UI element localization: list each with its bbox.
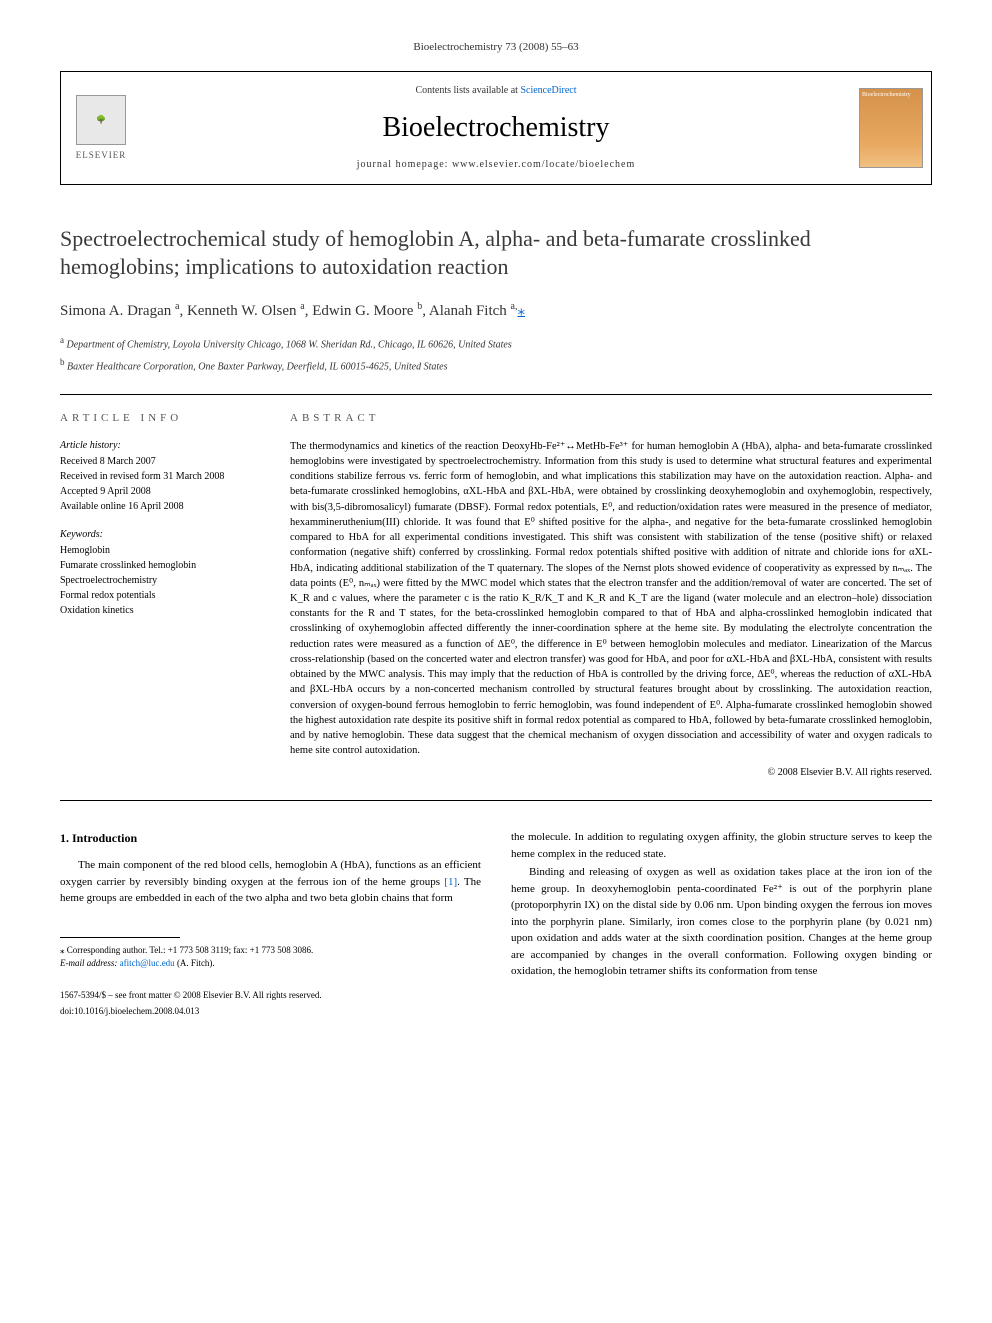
- sciencedirect-link[interactable]: ScienceDirect: [520, 85, 576, 96]
- keyword-item: Formal redox potentials: [60, 589, 260, 603]
- email-footnote: E-mail address: afitch@luc.edu (A. Fitch…: [60, 957, 481, 970]
- abstract-copyright: © 2008 Elsevier B.V. All rights reserved…: [290, 766, 932, 780]
- email-link[interactable]: afitch@luc.edu: [120, 958, 175, 968]
- history-item: Available online 16 April 2008: [60, 500, 260, 514]
- contents-list-line: Contents lists available at ScienceDirec…: [153, 84, 839, 98]
- header-center: Contents lists available at ScienceDirec…: [141, 72, 851, 183]
- doi-line: doi:10.1016/j.bioelechem.2008.04.013: [60, 1005, 481, 1019]
- affiliation: b Baxter Healthcare Corporation, One Bax…: [60, 356, 932, 374]
- keyword-item: Fumarate crosslinked hemoglobin: [60, 559, 260, 573]
- elsevier-logo-block: 🌳 ELSEVIER: [61, 72, 141, 183]
- abstract-column: ABSTRACT The thermodynamics and kinetics…: [290, 411, 932, 780]
- body-column-left: 1. Introduction The main component of th…: [60, 829, 481, 1018]
- authors-line: Simona A. Dragan a, Kenneth W. Olsen a, …: [60, 300, 932, 322]
- journal-name: Bioelectrochemistry: [153, 108, 839, 147]
- homepage-prefix: journal homepage:: [357, 159, 452, 170]
- body-column-right: the molecule. In addition to regulating …: [511, 829, 932, 1018]
- history-item: Received 8 March 2007: [60, 455, 260, 469]
- keywords-label: Keywords:: [60, 528, 260, 542]
- issn-line: 1567-5394/$ – see front matter © 2008 El…: [60, 989, 481, 1003]
- article-title: Spectroelectrochemical study of hemoglob…: [60, 225, 932, 282]
- abstract-text: The thermodynamics and kinetics of the r…: [290, 439, 932, 759]
- article-info-heading: ARTICLE INFO: [60, 411, 260, 426]
- contents-prefix: Contents lists available at: [415, 85, 520, 96]
- body-columns: 1. Introduction The main component of th…: [60, 829, 932, 1018]
- section-1-heading: 1. Introduction: [60, 829, 481, 847]
- corresponding-footnote: ⁎ Corresponding author. Tel.: +1 773 508…: [60, 944, 481, 957]
- authors-names: Simona A. Dragan a, Kenneth W. Olsen a, …: [60, 303, 518, 319]
- abstract-heading: ABSTRACT: [290, 411, 932, 426]
- email-suffix: (A. Fitch).: [177, 958, 215, 968]
- history-label: Article history:: [60, 439, 260, 453]
- body-paragraph: Binding and releasing of oxygen as well …: [511, 864, 932, 980]
- ref-link-1[interactable]: [1]: [444, 876, 457, 888]
- journal-header-box: 🌳 ELSEVIER Contents lists available at S…: [60, 71, 932, 184]
- history-item: Received in revised form 31 March 2008: [60, 470, 260, 484]
- history-item: Accepted 9 April 2008: [60, 485, 260, 499]
- elsevier-label: ELSEVIER: [76, 149, 127, 162]
- affiliation: a Department of Chemistry, Loyola Univer…: [60, 334, 932, 352]
- journal-reference: Bioelectrochemistry 73 (2008) 55–63: [60, 40, 932, 55]
- article-info-column: ARTICLE INFO Article history: Received 8…: [60, 411, 260, 780]
- journal-cover-block: Bioelectrochemistry: [851, 72, 931, 183]
- homepage-url: www.elsevier.com/locate/bioelechem: [452, 159, 635, 170]
- elsevier-tree-icon: 🌳: [76, 95, 126, 145]
- corresponding-author-link[interactable]: ⁎: [518, 303, 526, 319]
- keyword-item: Hemoglobin: [60, 544, 260, 558]
- body-paragraph: the molecule. In addition to regulating …: [511, 829, 932, 862]
- keyword-item: Spectroelectrochemistry: [60, 574, 260, 588]
- section-divider-2: [60, 800, 932, 801]
- journal-homepage-line: journal homepage: www.elsevier.com/locat…: [153, 158, 839, 172]
- section-divider: [60, 394, 932, 395]
- email-label: E-mail address:: [60, 958, 117, 968]
- body-paragraph: The main component of the red blood cell…: [60, 857, 481, 907]
- info-abstract-row: ARTICLE INFO Article history: Received 8…: [60, 411, 932, 780]
- journal-cover-thumbnail: Bioelectrochemistry: [859, 88, 923, 168]
- footnote-divider: [60, 937, 180, 938]
- keyword-item: Oxidation kinetics: [60, 604, 260, 618]
